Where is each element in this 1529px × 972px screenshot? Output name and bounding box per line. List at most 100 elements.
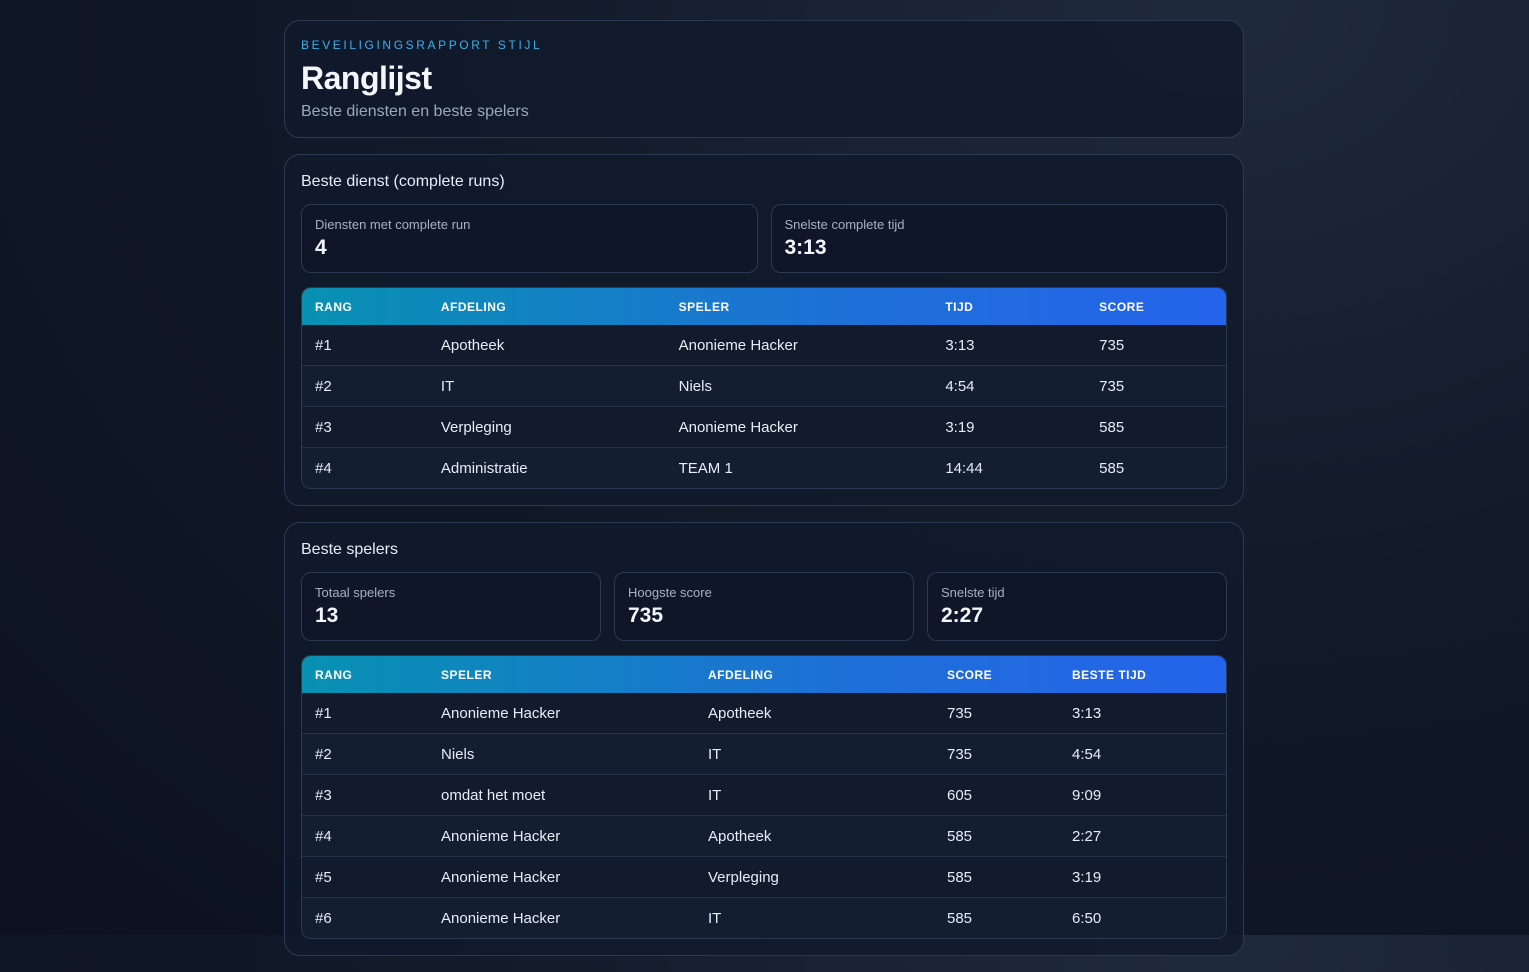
table-row: #1 Anonieme Hacker Apotheek 735 3:13 — [302, 693, 1226, 733]
stat-card: Snelste complete tijd 3:13 — [770, 204, 1227, 273]
cell-rank: #4 — [315, 459, 332, 477]
table-row: #4 Administratie TEAM 1 14:44 585 — [302, 447, 1226, 488]
page-container: BEVEILIGINGSRAPPORT STIJL Ranglijst Best… — [284, 20, 1244, 972]
column-header: AFDELING — [708, 667, 774, 682]
best-services-card: Beste dienst (complete runs) Diensten me… — [284, 154, 1244, 506]
cell-department: Apotheek — [440, 336, 505, 354]
table-row: #4 Anonieme Hacker Apotheek 585 2:27 — [302, 815, 1226, 856]
cell-score: 605 — [947, 786, 973, 804]
cell-time: 4:54 — [945, 377, 975, 395]
cell-player: omdat het moet — [441, 786, 546, 804]
table-row: #1 Apotheek Anonieme Hacker 3:13 735 — [302, 325, 1226, 365]
cell-best-time: 6:50 — [1072, 909, 1102, 927]
cell-player: Niels — [678, 377, 712, 395]
cell-time: 3:13 — [945, 336, 975, 354]
page-subtitle: Beste diensten en beste spelers — [301, 103, 529, 120]
cell-player: Anonieme Hacker — [441, 909, 561, 927]
stat-value: 4 — [315, 236, 327, 259]
stat-value: 735 — [628, 604, 664, 627]
cell-department: Administratie — [440, 459, 528, 477]
cell-player: Anonieme Hacker — [678, 418, 798, 436]
section-title-services: Beste dienst (complete runs) — [301, 173, 505, 190]
cell-rank: #1 — [315, 336, 332, 354]
cell-score: 585 — [947, 909, 973, 927]
cell-best-time: 9:09 — [1072, 786, 1102, 804]
cell-rank: #1 — [315, 704, 332, 722]
cell-rank: #2 — [315, 745, 332, 763]
cell-department: Verpleging — [440, 418, 512, 436]
table-row: #3 Verpleging Anonieme Hacker 3:19 585 — [302, 406, 1226, 447]
cell-rank: #4 — [315, 827, 332, 845]
cell-rank: #6 — [315, 909, 332, 927]
cell-player: TEAM 1 — [678, 459, 733, 477]
cell-score: 735 — [1099, 377, 1125, 395]
cell-best-time: 3:13 — [1072, 704, 1102, 722]
cell-score: 735 — [1099, 336, 1125, 354]
cell-department: IT — [708, 745, 722, 763]
players-table: RANG SPELER AFDELING SCORE BESTE TIJD #1… — [301, 655, 1227, 939]
section-title-players: Beste spelers — [301, 541, 398, 558]
cell-score: 585 — [1099, 459, 1125, 477]
table-row: #5 Anonieme Hacker Verpleging 585 3:19 — [302, 856, 1226, 897]
players-stats: Totaal spelers 13 Hoogste score 735 Snel… — [301, 572, 1227, 641]
stat-card: Diensten met complete run 4 — [301, 204, 758, 273]
stat-label: Snelste complete tijd — [784, 217, 905, 232]
cell-rank: #3 — [315, 418, 332, 436]
stat-label: Hoogste score — [628, 585, 712, 600]
cell-rank: #2 — [315, 377, 332, 395]
table-row: #3 omdat het moet IT 605 9:09 — [302, 774, 1226, 815]
page-title: Ranglijst — [301, 60, 432, 96]
cell-department: Verpleging — [708, 868, 779, 886]
cell-department: IT — [708, 909, 722, 927]
best-players-card: Beste spelers Totaal spelers 13 Hoogste … — [284, 522, 1244, 956]
column-header: SPELER — [678, 299, 730, 314]
cell-best-time: 3:19 — [1072, 868, 1102, 886]
column-header: RANG — [315, 299, 353, 314]
table-body: #1 Apotheek Anonieme Hacker 3:13 735 #2 … — [302, 325, 1226, 488]
cell-player: Anonieme Hacker — [441, 868, 561, 886]
cell-score: 735 — [947, 745, 973, 763]
cell-score: 585 — [947, 868, 973, 886]
cell-player: Niels — [441, 745, 475, 763]
cell-best-time: 2:27 — [1072, 827, 1102, 845]
column-header: TIJD — [945, 299, 974, 314]
table-row: #2 IT Niels 4:54 735 — [302, 365, 1226, 406]
column-header: AFDELING — [440, 299, 507, 314]
cell-score: 585 — [947, 827, 973, 845]
cell-score: 585 — [1099, 418, 1125, 436]
stat-label: Diensten met complete run — [315, 217, 471, 232]
stat-card: Totaal spelers 13 — [301, 572, 601, 641]
stat-card: Snelste tijd 2:27 — [927, 572, 1227, 641]
cell-player: Anonieme Hacker — [441, 827, 561, 845]
cell-rank: #3 — [315, 786, 332, 804]
cell-department: Apotheek — [708, 704, 772, 722]
table-header: RANG SPELER AFDELING SCORE BESTE TIJD — [302, 656, 1226, 693]
column-header: RANG — [315, 667, 353, 682]
stat-value: 13 — [315, 604, 339, 627]
cell-player: Anonieme Hacker — [441, 704, 561, 722]
cell-rank: #5 — [315, 868, 332, 886]
table-body: #1 Anonieme Hacker Apotheek 735 3:13 #2 … — [302, 693, 1226, 938]
stat-value: 3:13 — [784, 236, 827, 259]
cell-time: 3:19 — [945, 418, 975, 436]
cell-best-time: 4:54 — [1072, 745, 1102, 763]
services-table: RANG AFDELING SPELER TIJD SCORE #1 Apoth… — [301, 287, 1227, 489]
stat-card: Hoogste score 735 — [614, 572, 914, 641]
cell-department: IT — [440, 377, 455, 395]
table-header: RANG AFDELING SPELER TIJD SCORE — [302, 288, 1226, 325]
stat-label: Snelste tijd — [941, 585, 1005, 600]
cell-department: Apotheek — [708, 827, 772, 845]
report-kicker: BEVEILIGINGSRAPPORT STIJL — [301, 38, 543, 52]
column-header: SCORE — [1099, 299, 1145, 314]
cell-time: 14:44 — [945, 459, 983, 477]
stat-value: 2:27 — [941, 604, 984, 627]
table-row: #6 Anonieme Hacker IT 585 6:50 — [302, 897, 1226, 938]
column-header: SCORE — [947, 667, 993, 682]
cell-score: 735 — [947, 704, 973, 722]
table-row: #2 Niels IT 735 4:54 — [302, 733, 1226, 774]
column-header: SPELER — [441, 667, 493, 682]
header-card: BEVEILIGINGSRAPPORT STIJL Ranglijst Best… — [284, 20, 1244, 138]
cell-department: IT — [708, 786, 722, 804]
stat-label: Totaal spelers — [315, 585, 396, 600]
cell-player: Anonieme Hacker — [678, 336, 798, 354]
